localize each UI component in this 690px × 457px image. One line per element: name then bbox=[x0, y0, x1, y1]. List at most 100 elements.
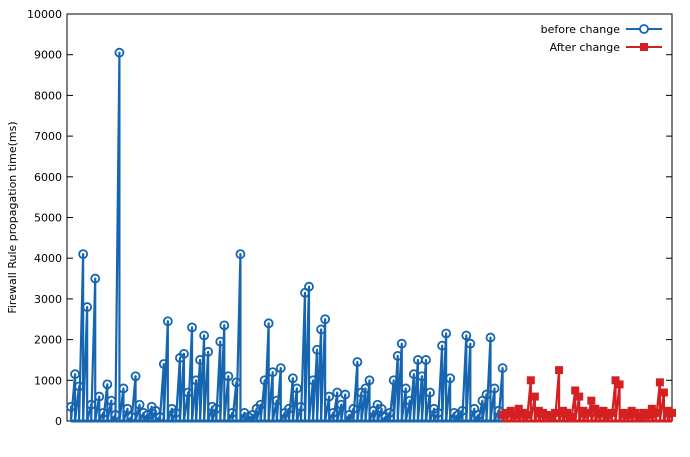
data-point bbox=[542, 410, 551, 419]
data-point bbox=[191, 375, 201, 386]
data-point bbox=[551, 408, 560, 417]
data-point bbox=[102, 379, 113, 390]
data-point bbox=[538, 408, 547, 417]
data-point bbox=[283, 403, 294, 414]
data-point bbox=[635, 412, 644, 421]
series-after-change bbox=[498, 366, 676, 423]
data-point bbox=[663, 406, 672, 415]
series-layer bbox=[66, 47, 676, 423]
data-point bbox=[324, 391, 335, 402]
data-point bbox=[259, 375, 270, 386]
data-point bbox=[595, 408, 604, 417]
data-point bbox=[639, 408, 648, 417]
data-point bbox=[441, 328, 452, 339]
legend-label: After change bbox=[550, 41, 621, 54]
y-tick-label: 7000 bbox=[34, 130, 62, 143]
legend-label: before change bbox=[541, 23, 621, 36]
data-point bbox=[287, 373, 298, 384]
data-point bbox=[316, 324, 327, 335]
data-point bbox=[485, 332, 496, 343]
data-point bbox=[530, 392, 539, 401]
y-tick-label: 9000 bbox=[34, 49, 62, 62]
data-point bbox=[134, 399, 145, 410]
data-point bbox=[267, 367, 278, 378]
data-point bbox=[518, 408, 527, 417]
data-point bbox=[510, 410, 519, 419]
data-point bbox=[526, 376, 535, 385]
data-point bbox=[567, 412, 576, 421]
data-point bbox=[599, 406, 608, 415]
data-point bbox=[158, 359, 169, 369]
data-point bbox=[489, 383, 500, 394]
data-point bbox=[506, 406, 515, 415]
data-point bbox=[631, 408, 640, 417]
y-tick-label: 2000 bbox=[34, 334, 62, 347]
data-point bbox=[66, 401, 76, 412]
data-point bbox=[404, 395, 415, 406]
data-point bbox=[142, 409, 153, 420]
data-point bbox=[481, 389, 492, 400]
y-tick-label: 8000 bbox=[34, 89, 62, 102]
data-point bbox=[461, 330, 472, 341]
data-point bbox=[417, 371, 427, 382]
data-point bbox=[647, 404, 656, 413]
data-point bbox=[457, 405, 468, 416]
data-point bbox=[183, 387, 193, 398]
data-point bbox=[211, 403, 222, 414]
data-point bbox=[106, 395, 117, 406]
data-point bbox=[82, 302, 93, 312]
data-point bbox=[263, 318, 274, 329]
data-point bbox=[227, 407, 238, 418]
data-point bbox=[571, 386, 580, 395]
data-point bbox=[388, 375, 399, 386]
data-point bbox=[255, 399, 266, 410]
data-point bbox=[575, 392, 584, 401]
data-point bbox=[219, 320, 230, 331]
legend: before change After change bbox=[541, 23, 662, 54]
data-point bbox=[78, 249, 89, 260]
data-point bbox=[587, 396, 596, 405]
data-point bbox=[497, 363, 508, 373]
data-point bbox=[348, 403, 359, 414]
data-point bbox=[522, 410, 531, 419]
series-before-change bbox=[66, 47, 508, 423]
data-point bbox=[400, 383, 411, 394]
data-point bbox=[583, 408, 592, 417]
y-tick-label: 6000 bbox=[34, 171, 62, 184]
y-tick-label: 5000 bbox=[34, 212, 62, 225]
data-point bbox=[312, 344, 322, 355]
data-point bbox=[199, 330, 210, 341]
data-point bbox=[607, 408, 616, 417]
data-point bbox=[619, 408, 628, 417]
data-point bbox=[563, 408, 572, 417]
data-point bbox=[170, 407, 181, 418]
data-point bbox=[114, 47, 125, 58]
data-point bbox=[271, 395, 282, 406]
data-point bbox=[668, 408, 676, 417]
data-point bbox=[130, 371, 141, 382]
y-tick-label: 0 bbox=[55, 415, 62, 428]
y-tick-label: 3000 bbox=[34, 293, 62, 306]
data-point bbox=[235, 249, 246, 260]
data-point bbox=[364, 375, 375, 386]
data-point bbox=[360, 383, 371, 394]
y-tick-label: 4000 bbox=[34, 252, 62, 265]
data-point bbox=[498, 410, 507, 419]
data-point bbox=[623, 410, 632, 419]
data-point bbox=[195, 355, 206, 365]
data-point bbox=[328, 407, 339, 418]
data-point bbox=[291, 383, 302, 394]
data-point bbox=[437, 340, 448, 351]
data-point bbox=[340, 389, 351, 400]
data-point bbox=[336, 399, 347, 410]
data-point bbox=[203, 346, 214, 357]
data-point bbox=[187, 322, 197, 333]
data-point bbox=[223, 371, 234, 382]
series-line bbox=[69, 51, 504, 423]
data-point bbox=[627, 406, 636, 415]
y-axis: 0 1000 2000 3000 4000 5000 6000 7000 8000 9000 100… bbox=[27, 8, 672, 428]
data-point bbox=[534, 406, 543, 415]
data-point bbox=[655, 378, 664, 387]
data-point bbox=[603, 410, 612, 419]
data-point bbox=[502, 408, 511, 417]
